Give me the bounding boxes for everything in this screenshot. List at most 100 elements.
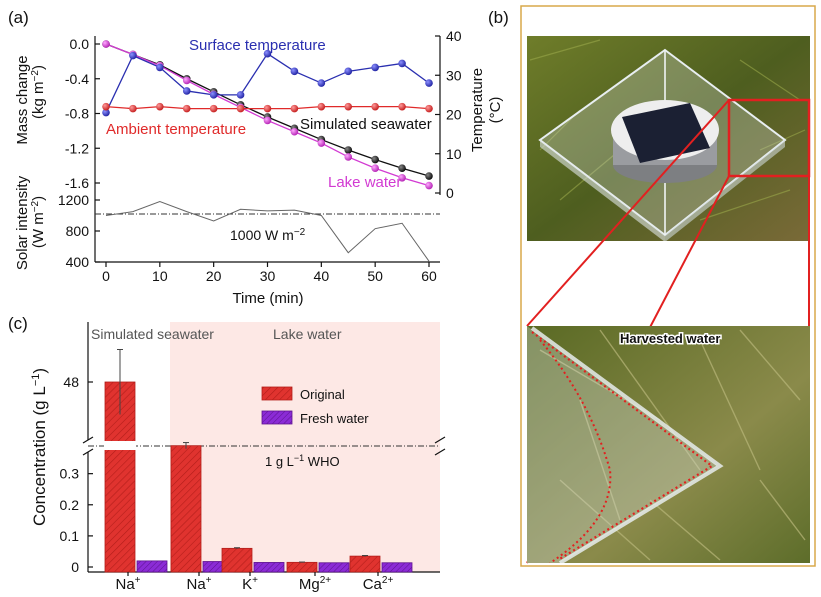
mass-ticks: 0.0 -0.4 -0.8 -1.2 -1.6 — [65, 36, 100, 191]
temperature-tick-label: 30 — [446, 67, 462, 83]
glass-corner — [527, 326, 718, 563]
panel-c-label: (c) — [8, 314, 28, 333]
surface-temperature-point — [425, 79, 433, 87]
temperature-tick-label: 40 — [446, 28, 462, 44]
panel-b-frame — [520, 5, 816, 567]
solar-intensity-line — [105, 201, 430, 262]
black-absorber — [622, 103, 710, 163]
lake-water-point — [344, 153, 353, 161]
seawater-point — [398, 164, 406, 173]
ambient-temperature-point — [425, 104, 433, 113]
original-bar — [286, 561, 318, 573]
surface-temperature-point — [344, 67, 353, 76]
water-boundary-outline — [539, 339, 612, 563]
group-seawater-label: Simulated seawater — [91, 326, 214, 342]
surface-temperature-point — [129, 51, 137, 60]
fresh-water-bar — [136, 560, 168, 573]
ambient-temperature-point — [236, 104, 245, 113]
surface-temperature-point — [102, 108, 110, 117]
panel-a-series — [102, 40, 433, 262]
panel-a: (a) Mass change (kg m−2) Solar intensity… — [8, 8, 504, 307]
time-tick-label: 50 — [367, 268, 383, 284]
panel-a-label: (a) — [8, 8, 29, 27]
panel-c: (c) Simulated seawater Lake water Concen… — [8, 314, 446, 593]
ambient-temperature-point — [182, 104, 191, 113]
temperature-axis-title: Temperature — [469, 68, 486, 152]
mass-tick-label: -0.4 — [65, 71, 89, 87]
axis-break-mark — [434, 448, 446, 456]
seawater-point — [371, 155, 379, 164]
concentration-tick-label: 0.2 — [60, 497, 80, 513]
mass-tick-label: -1.6 — [65, 175, 89, 191]
lake-water-point — [290, 127, 299, 136]
solar-axis-title: Solar intensity — [14, 175, 31, 270]
ambient-temperature-point — [209, 104, 218, 113]
surface-temperature-label: Surface temperature — [189, 37, 326, 54]
seawater-point — [344, 146, 353, 154]
legend-fresh-label: Fresh water — [300, 411, 369, 426]
fresh-water-bar — [318, 562, 350, 573]
lake-water-band — [170, 322, 440, 572]
concentration-tick-label: 0.1 — [60, 528, 80, 544]
who-reference-label: 1 g L−1 WHO — [265, 453, 340, 469]
time-tick-label: 30 — [260, 268, 276, 284]
surface-temperature-point — [182, 87, 191, 95]
temperature-tick-label: 0 — [446, 185, 454, 201]
legend-fresh-swatch — [261, 410, 293, 425]
panel-b-label: (b) — [488, 8, 509, 27]
concentration-tick-label: 48 — [63, 374, 79, 390]
zoom-connector-left — [526, 99, 730, 327]
surface-temperature-point — [371, 63, 379, 72]
ambient-temperature-point — [317, 102, 326, 111]
time-tick-label: 40 — [314, 268, 330, 284]
concentration-axis-title: Concentration (g L−1) — [30, 368, 49, 526]
temperature-axis-unit: (°C) — [487, 97, 504, 124]
time-tick-label: 60 — [421, 268, 437, 284]
group-lake-label: Lake water — [273, 326, 342, 342]
time-tick-label: 0 — [102, 268, 110, 284]
surface-temperature-point — [317, 79, 326, 87]
axis-break-mark — [434, 436, 446, 444]
legend-original-label: Original — [300, 387, 345, 402]
ambient-temperature-point — [290, 104, 299, 113]
ambient-temperature-point — [398, 102, 406, 111]
harvested-water-label: Harvested water — [620, 331, 720, 346]
mass-tick-label: -0.8 — [65, 106, 89, 122]
temperature-tick-label: 20 — [446, 107, 462, 123]
surface-temperature-point — [209, 91, 218, 99]
device-photo — [527, 36, 810, 241]
lake-water-point — [371, 164, 379, 173]
ion-tick-label: Ca2+ — [363, 575, 394, 593]
ambient-temperature-point — [102, 102, 110, 111]
concentration-tick-label: 0.3 — [60, 466, 80, 482]
ambient-temperature-point — [371, 102, 379, 111]
seawater-point — [425, 172, 433, 180]
mass-tick-label: 0.0 — [70, 36, 90, 52]
fresh-water-bar — [253, 562, 285, 573]
time-ticks: 0 10 20 30 40 50 60 — [102, 262, 437, 284]
ambient-temperature-point — [129, 104, 137, 113]
lake-water-point — [263, 116, 272, 125]
original-bar — [221, 547, 253, 573]
original-bar — [170, 445, 202, 573]
mass-axis-unit: (kg m−2) — [30, 65, 47, 119]
temperature-tick-label: 10 — [446, 146, 462, 162]
lake-water-point — [398, 173, 406, 182]
lake-water-point — [102, 40, 110, 48]
surface-temperature-point — [290, 67, 299, 76]
time-tick-label: 10 — [152, 268, 168, 284]
lake-water-point — [182, 76, 191, 85]
solar-tick-label: 800 — [66, 223, 90, 239]
axis-break-mark — [82, 448, 94, 456]
ambient-temperature-point — [156, 102, 164, 111]
ion-tick-label: K+ — [242, 575, 258, 593]
solar-ticks: 1200 800 400 — [58, 192, 100, 270]
surface-temperature-point — [398, 59, 406, 68]
time-tick-label: 20 — [206, 268, 222, 284]
solar-axis-unit: (W m−2) — [30, 196, 47, 248]
surface-temperature-point — [263, 49, 272, 58]
lake-water-point — [425, 181, 433, 190]
surface-temperature-point — [236, 91, 245, 99]
legend: Original Fresh water — [261, 386, 369, 426]
zoom-box — [727, 98, 811, 178]
